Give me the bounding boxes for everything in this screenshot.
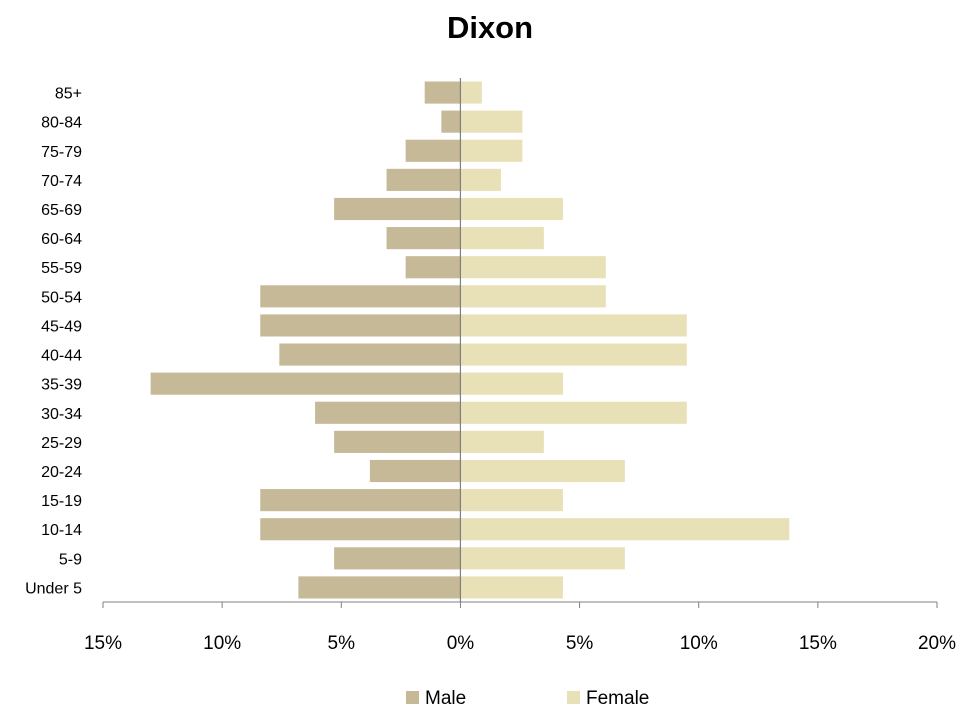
- x-tick-label: 15%: [84, 633, 122, 654]
- bar-female-55-59: [460, 256, 606, 279]
- bar-female-80-84: [460, 110, 523, 133]
- bar-male-70-74: [386, 168, 461, 191]
- legend-label-female: Female: [586, 688, 649, 709]
- category-label-45-49: 45-49: [41, 318, 82, 335]
- bar-female-15-19: [460, 489, 563, 512]
- x-tick-label: 15%: [799, 633, 837, 654]
- bar-female-85: [460, 81, 482, 104]
- bar-male-10-14: [260, 518, 461, 541]
- bar-female-75-79: [460, 139, 523, 162]
- bar-male-75-79: [405, 139, 461, 162]
- x-tick-label: 0%: [447, 633, 475, 654]
- bar-female-50-54: [460, 285, 606, 308]
- category-label-60-64: 60-64: [41, 231, 82, 248]
- bar-male-50-54: [260, 285, 461, 308]
- category-label-10-14: 10-14: [41, 522, 82, 539]
- bar-male-35-39: [150, 372, 461, 395]
- category-label-40-44: 40-44: [41, 348, 82, 365]
- category-label-50-54: 50-54: [41, 289, 82, 306]
- x-axis-ticks: 15% 10% 5% 0% 5% 10% 15% 20%: [84, 602, 956, 654]
- bar-female-under-5: [460, 576, 563, 599]
- category-label-20-24: 20-24: [41, 464, 82, 481]
- bar-female-25-29: [460, 430, 544, 453]
- chart-title: Dixon: [447, 10, 533, 45]
- bar-female-10-14: [460, 518, 790, 541]
- bar-male-40-44: [279, 343, 461, 366]
- category-label-75-79: 75-79: [41, 144, 82, 161]
- legend-label-male: Male: [425, 688, 466, 709]
- bar-male-55-59: [405, 256, 461, 279]
- bar-female-60-64: [460, 227, 544, 250]
- bar-female-70-74: [460, 168, 501, 191]
- bar-male-60-64: [386, 227, 461, 250]
- x-tick-label: 5%: [566, 633, 594, 654]
- bar-female-5-9: [460, 547, 625, 570]
- bar-male-80-84: [441, 110, 461, 133]
- category-label-30-34: 30-34: [41, 406, 82, 423]
- bar-female-20-24: [460, 459, 625, 483]
- x-tick-label: 10%: [203, 633, 241, 654]
- bar-female-35-39: [460, 372, 563, 395]
- bar-male-under-5: [298, 576, 461, 599]
- category-label-5-9: 5-9: [59, 551, 82, 568]
- category-labels: Under 5 5-9 10-14 15-19 20-24 25-29 30-34 35-39…: [25, 86, 82, 598]
- category-label-under-5: Under 5: [25, 580, 82, 597]
- category-label-25-29: 25-29: [41, 435, 82, 452]
- category-label-65-69: 65-69: [41, 202, 82, 219]
- bar-male-30-34: [315, 401, 461, 424]
- bar-male-45-49: [260, 314, 461, 337]
- bar-male-85: [424, 81, 461, 104]
- bar-male-65-69: [334, 197, 461, 221]
- x-tick-label: 5%: [328, 633, 356, 654]
- bar-female-45-49: [460, 314, 687, 337]
- bar-male-25-29: [334, 430, 461, 453]
- x-tick-label: 10%: [680, 633, 718, 654]
- category-label-15-19: 15-19: [41, 493, 82, 510]
- legend-swatch-female: [567, 691, 580, 704]
- x-tick-label: 20%: [918, 633, 956, 654]
- bar-male-20-24: [369, 459, 461, 483]
- category-label-70-74: 70-74: [41, 173, 82, 190]
- bar-male-15-19: [260, 489, 461, 512]
- bar-female-40-44: [460, 343, 687, 366]
- category-label-80-84: 80-84: [41, 115, 82, 132]
- category-label-55-59: 55-59: [41, 260, 82, 277]
- category-label-35-39: 35-39: [41, 377, 82, 394]
- legend: Male Female: [406, 688, 649, 709]
- bars-layer: [150, 81, 790, 599]
- category-label-85: 85+: [55, 86, 82, 103]
- bar-female-30-34: [460, 401, 687, 424]
- bar-male-5-9: [334, 547, 461, 570]
- bar-female-65-69: [460, 197, 563, 221]
- legend-swatch-male: [406, 691, 419, 704]
